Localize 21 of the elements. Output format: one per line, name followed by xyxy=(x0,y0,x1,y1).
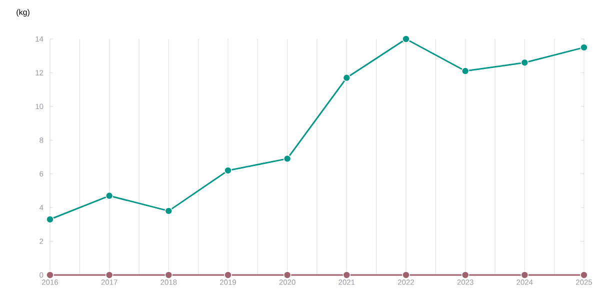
point xyxy=(402,35,410,43)
point xyxy=(283,271,292,279)
point xyxy=(164,207,173,215)
point xyxy=(342,271,351,279)
point xyxy=(224,271,232,279)
point xyxy=(520,58,529,66)
y-axis-title: (kg) xyxy=(16,9,30,17)
point xyxy=(46,215,54,224)
point xyxy=(283,154,292,163)
point xyxy=(342,74,351,82)
point xyxy=(402,271,410,279)
point xyxy=(580,271,588,279)
point xyxy=(164,271,173,279)
point xyxy=(105,271,114,279)
point xyxy=(224,166,232,174)
point xyxy=(461,67,470,75)
point xyxy=(105,192,114,200)
point xyxy=(520,271,529,279)
point xyxy=(580,44,588,52)
point xyxy=(46,271,54,279)
point xyxy=(461,271,470,279)
